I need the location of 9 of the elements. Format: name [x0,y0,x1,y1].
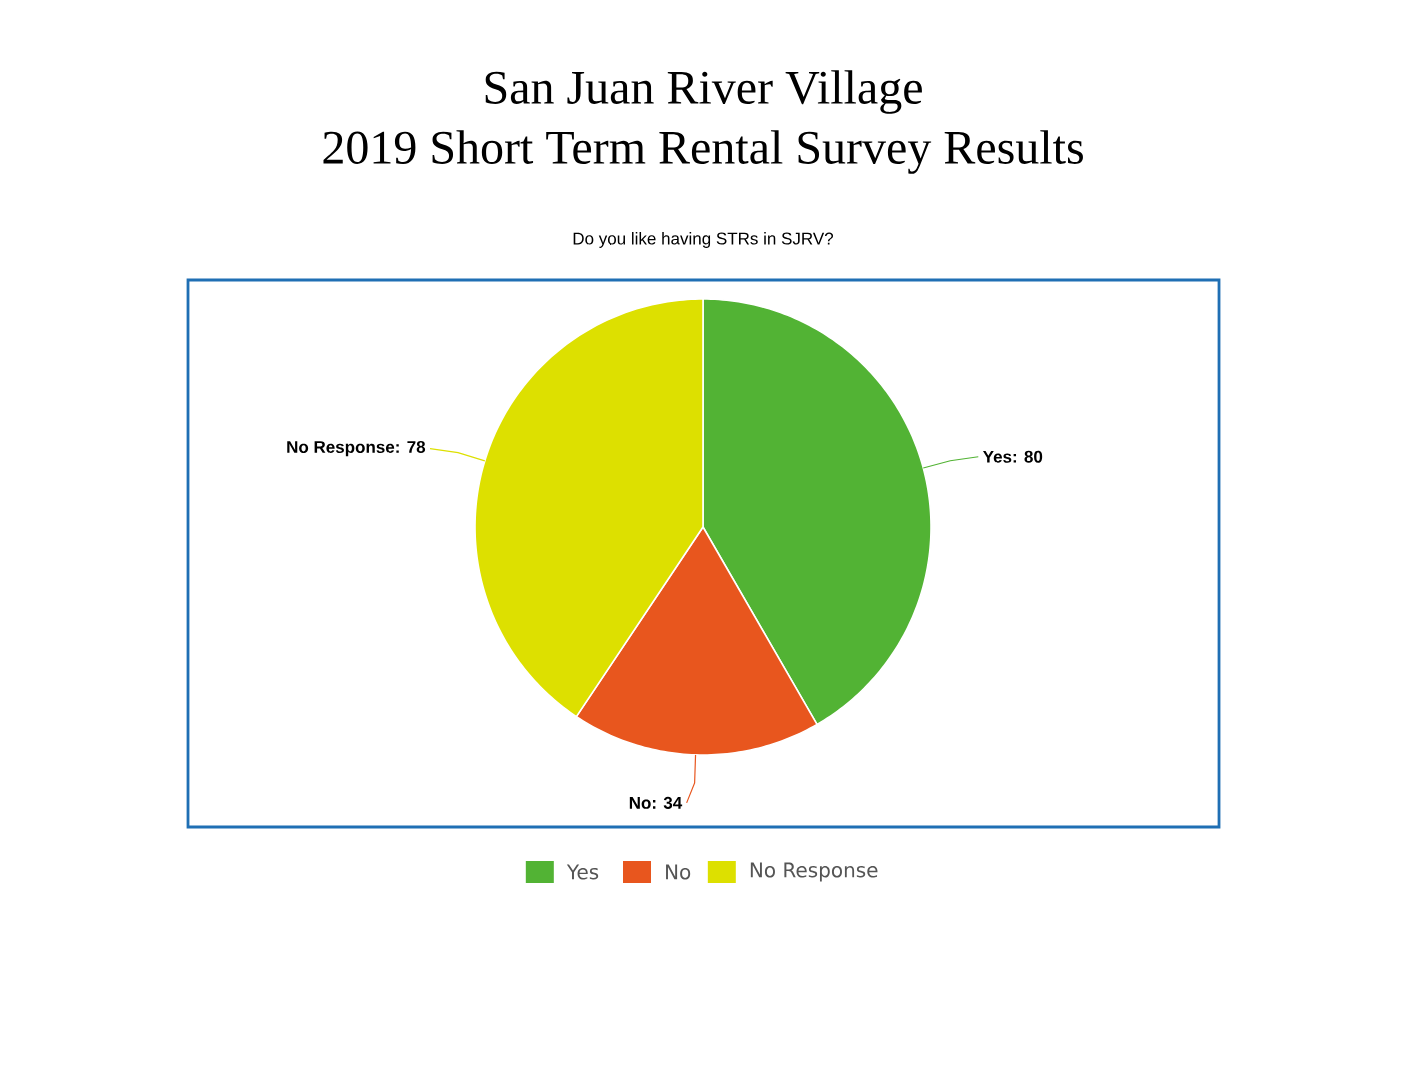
data-label: No: 34 [629,796,683,809]
chart-subtitle: 2019 Short Term Rental Survey Results [323,130,1083,174]
chart-title: San Juan River Village [485,70,922,114]
data-label: Yes: 80 [982,450,1043,463]
data-label: No Response: 78 [287,440,426,457]
legend-label: No [666,864,691,880]
legend-label: Yes [566,864,599,880]
text: Do you like having STRs in SJRV? [573,232,834,248]
legend-label: No Response [750,862,878,882]
